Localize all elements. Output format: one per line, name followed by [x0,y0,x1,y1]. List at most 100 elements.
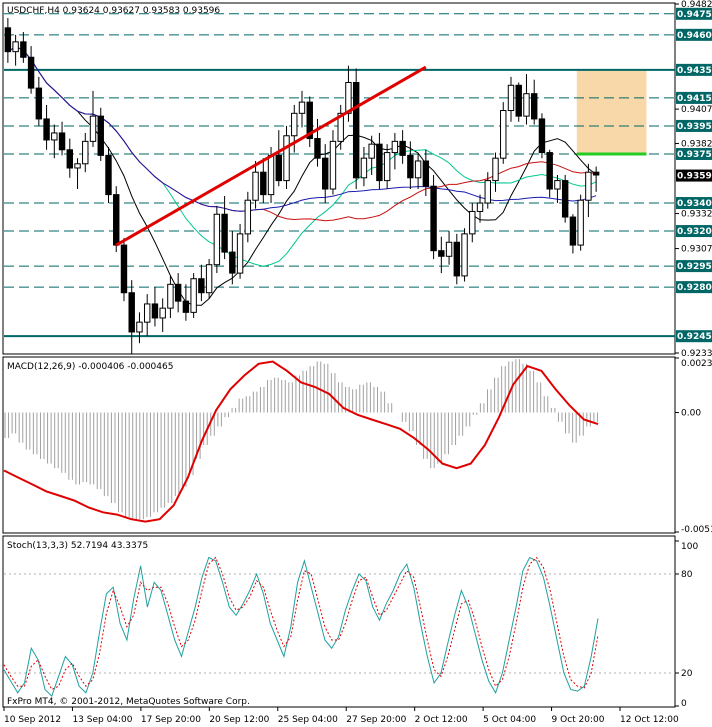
time-tick-label: 27 Sep 20:00 [346,715,406,725]
level-tag-bg [676,225,712,238]
level-tag-bg [676,281,712,294]
candle-body [438,250,445,257]
candle-body [546,152,553,190]
level-tag-bg [676,28,712,41]
candle-body [27,56,35,89]
price-tick-label: 0.93075 [681,245,712,255]
highlight-box [576,69,647,154]
stoch-signal-line [3,556,599,691]
level-tag-bg [676,147,712,160]
candle-body [298,101,306,114]
candle-body [128,292,135,333]
stoch-title: Stoch(13,3,3) 52.7194 43.3375 [7,541,148,551]
current-price-tag-bg [676,169,712,182]
candle-body [97,115,104,156]
candle-body [260,171,267,196]
candle-body [113,194,120,246]
red-trendline [115,65,427,247]
level-tag-bg [676,91,712,104]
candle-body [592,171,600,176]
candle-body [306,101,313,140]
candle-body [43,118,50,141]
candle-body [561,180,569,218]
candle-body [314,138,321,159]
stoch-tick-label: 100 [681,542,698,552]
candle-body [329,140,337,190]
candle-body [205,264,213,294]
candle-body [337,112,344,142]
level-tag-bg [676,260,712,273]
candle-body [236,233,244,274]
candle-body [20,41,27,58]
stoch-main-line [3,556,599,698]
candle-body [35,87,43,120]
candle-body [283,135,290,182]
candle-body [569,216,577,246]
time-tick-label: 10 Sep 2012 [4,715,61,725]
candle-body [476,202,484,212]
candle-body [82,140,89,165]
price-tick-label: 0.93325 [681,210,712,220]
candle-body [51,132,58,141]
time-tick-label: 12 Oct 12:00 [620,715,679,725]
candle-body [4,27,12,53]
candle-body [430,185,437,252]
stoch-tick-label: 80 [681,570,693,580]
candle-body [198,278,205,294]
candle-body [244,199,252,235]
candle-body [577,199,584,246]
candle-body [190,278,197,313]
candle-body [221,213,228,253]
price-tick-label: 0.93825 [681,139,712,149]
orange-box [576,69,647,154]
macd-pane-frame [2,356,676,534]
candle-body [58,132,66,151]
candle-body [322,157,329,190]
macd-axis: 0.00235 0.00 -0.00515 [675,357,712,535]
candle-body [252,171,259,201]
time-tick-label: 17 Sep 20:00 [141,715,201,725]
candle-body [500,110,507,159]
level-tag-bg [676,330,712,343]
macd-tick-label: -0.00515 [681,525,712,535]
time-axis: 10 Sep 2012 13 Sep 04:00 17 Sep 20:00 20 Se… [3,707,679,725]
level-tag-bg [676,63,712,76]
ma-black-line [7,46,597,306]
main-pane-frame [2,2,676,355]
candle-body [585,171,592,201]
candle-body [275,154,282,182]
candle-body [89,115,97,142]
level-tag-bg [676,7,712,20]
macd-title: MACD(12,26,9) -0.000406 -0.000465 [7,362,173,372]
candle-body [120,244,128,294]
candle-body [345,81,352,114]
candle-body [515,84,522,117]
candle-body [368,143,375,159]
stoch-tick-label: 20 [681,669,693,679]
candle-body [143,303,151,323]
macd-signal-path [3,360,599,523]
candle-body [151,303,159,319]
candle-body [105,154,112,196]
candle-body [391,140,399,154]
macd-histogram [4,359,598,520]
time-tick-label: 20 Sep 12:00 [209,715,269,725]
candle-body [182,300,190,313]
candle-body [507,84,515,112]
candle-body [383,152,391,182]
candle-body [66,149,74,169]
candle-body [376,143,383,182]
candle-body [136,321,143,333]
macd-tick-label: 0.00235 [681,359,712,369]
candlesticks [4,18,600,355]
candle-body [538,118,546,154]
candle-body [422,160,430,187]
candle-body [492,157,499,182]
